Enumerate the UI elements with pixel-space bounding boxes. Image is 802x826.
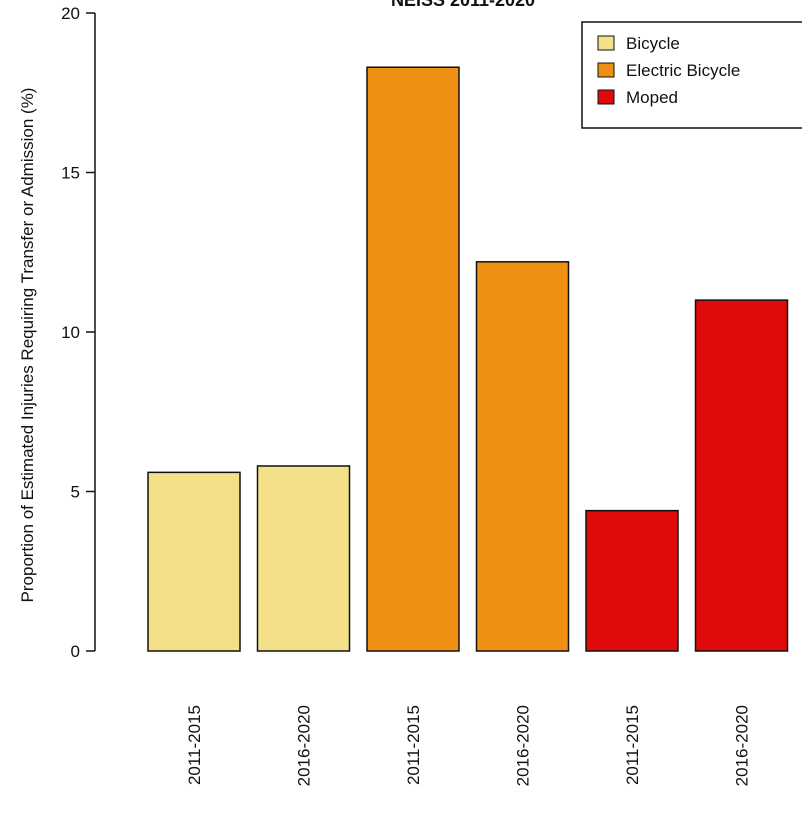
x-tick-labels: 2011-2015 2016-2020 2011-2015 2016-2020 2011… — [185, 705, 752, 786]
bar-bicycle-2011-2015 — [147, 471, 241, 652]
x-tick-label: 2011-2015 — [623, 705, 642, 785]
y-tick-label: 10 — [61, 323, 80, 342]
x-tick-label: 2016-2020 — [295, 705, 314, 786]
chart-title: NEISS 2011-2020 — [391, 0, 535, 10]
legend-swatch-bicycle — [597, 35, 615, 51]
y-tick-label: 0 — [71, 642, 80, 661]
y-tick-label: 15 — [61, 164, 80, 183]
legend-label-moped: Moped — [626, 88, 678, 107]
y-ticks: 0 5 10 15 20 — [61, 4, 95, 661]
bar-electric-bicycle-2016-2020 — [475, 261, 570, 652]
bar-electric-bicycle-2011-2015 — [366, 66, 460, 652]
legend-swatch-electric-bicycle — [597, 62, 615, 78]
bars — [147, 66, 789, 652]
y-axis-title: Proportion of Estimated Injuries Requiri… — [18, 88, 37, 603]
y-tick-label: 5 — [71, 483, 80, 502]
x-tick-label: 2016-2020 — [514, 705, 533, 786]
bar-moped-2016-2020 — [694, 299, 789, 652]
x-tick-label: 2011-2015 — [404, 705, 423, 785]
legend-box — [581, 21, 802, 129]
legend-label-electric-bicycle: Electric Bicycle — [626, 61, 740, 80]
x-tick-label: 2011-2015 — [185, 705, 204, 785]
bar-moped-2011-2015 — [585, 509, 679, 652]
legend-swatch-moped — [597, 89, 615, 105]
bar-bicycle-2016-2020 — [256, 465, 351, 652]
legend-label-bicycle: Bicycle — [626, 34, 680, 53]
x-tick-label: 2016-2020 — [733, 705, 752, 786]
legend: Bicycle Electric Bicycle Moped — [581, 21, 802, 129]
y-tick-label: 20 — [61, 4, 80, 23]
